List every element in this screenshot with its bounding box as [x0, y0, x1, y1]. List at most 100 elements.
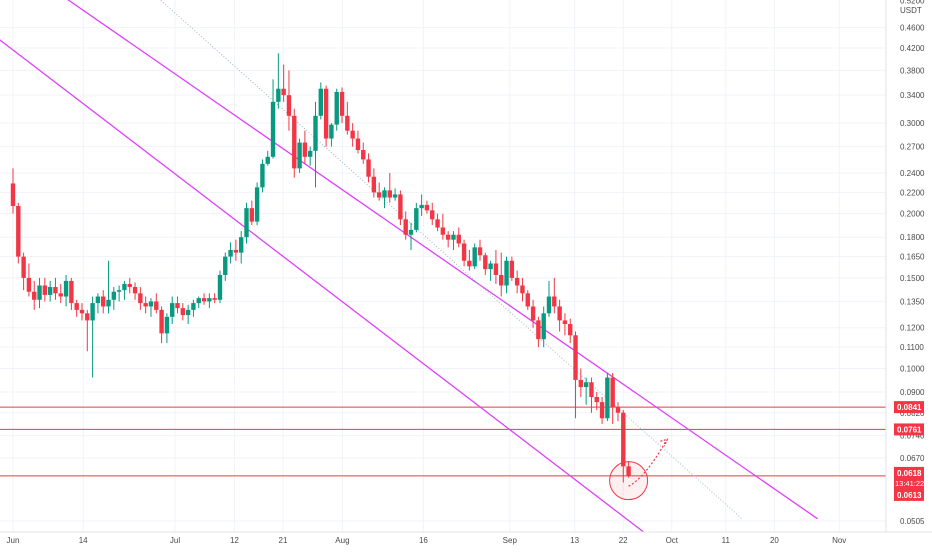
candle-body	[552, 296, 557, 307]
candle-body	[499, 274, 504, 286]
candle-body	[228, 249, 233, 257]
low-highlight-circle	[609, 461, 649, 501]
candle-body	[21, 256, 26, 278]
candle-body	[217, 274, 223, 300]
level-price-tag	[894, 401, 924, 414]
x-tick-label: 20	[770, 536, 779, 545]
candle-body	[329, 124, 334, 139]
candle-body	[626, 466, 631, 476]
channel-mid-line	[159, 0, 743, 520]
time-axis[interactable]: Jun 14 Jul 12 21 Aug 16 Sep 13 22 Oct 11 20 Nov	[7, 536, 847, 545]
y-tick-label: 0.2700	[900, 143, 925, 152]
candle-body	[594, 396, 599, 403]
candle-body	[69, 280, 74, 304]
channel-lower-line	[0, 39, 651, 538]
level-price-tag	[894, 423, 924, 436]
candle-body	[101, 296, 106, 307]
y-tick-label: 0.2200	[900, 188, 925, 197]
candle-body	[445, 234, 451, 240]
price-axis-background	[886, 0, 932, 532]
candle-body	[238, 237, 244, 253]
countdown-label: 13:41:22	[895, 479, 924, 488]
candle-body	[472, 247, 477, 267]
y-tick-label: 0.3000	[900, 119, 925, 128]
candle-body	[159, 309, 164, 334]
candle-body	[536, 320, 541, 340]
candle-body	[37, 285, 42, 300]
candle-body	[164, 316, 170, 334]
candle-body	[170, 303, 175, 317]
x-tick-label: 12	[230, 536, 239, 545]
y-tick-label: 0.1350	[900, 297, 925, 306]
candle-body	[414, 208, 419, 230]
x-tick-label: 22	[619, 536, 628, 545]
candle-body	[212, 298, 217, 300]
x-tick-label: 14	[79, 536, 88, 545]
channel-lines	[0, 0, 818, 538]
candle-body	[307, 150, 313, 157]
candle-body	[424, 204, 430, 211]
y-tick-label: 0.5200	[900, 0, 925, 5]
y-tick-label: 0.3800	[900, 66, 925, 75]
x-tick-label: 11	[722, 536, 731, 545]
candle-body	[615, 407, 621, 413]
y-tick-label: 0.3400	[900, 91, 925, 100]
candle-body	[10, 183, 16, 206]
candle-body	[408, 229, 414, 235]
candle-body	[254, 187, 260, 222]
candle-body	[371, 176, 377, 193]
candle-body	[74, 303, 79, 310]
candle-body	[223, 256, 228, 275]
y-tick-label: 0.2400	[900, 169, 925, 178]
candle-body	[430, 210, 435, 220]
candle-body	[488, 263, 493, 270]
candle-body	[514, 277, 520, 286]
candle-body	[116, 290, 122, 292]
candle-body	[42, 285, 48, 295]
candle-body	[355, 138, 361, 150]
x-tick-label: Oct	[666, 536, 679, 545]
low-price-box	[894, 488, 924, 501]
x-tick-label: 16	[419, 536, 428, 545]
projection-arrowhead	[660, 438, 669, 447]
candle-body	[562, 320, 568, 325]
grid-layer	[0, 0, 886, 532]
candles	[10, 53, 631, 483]
candle-body	[456, 234, 461, 244]
candle-body	[398, 194, 403, 220]
candle-body	[435, 219, 440, 228]
candle-body	[53, 287, 58, 294]
candle-body	[276, 88, 281, 102]
price-axis[interactable]: 0.5200 0.4600 0.4200 0.3800 0.3400 0.3000 0.27…	[900, 0, 925, 526]
candle-body	[578, 379, 584, 388]
candle-body	[265, 156, 270, 164]
candle-body	[281, 88, 286, 96]
candle-body	[148, 301, 154, 307]
level-price-label: 0.0761	[897, 425, 922, 434]
candle-body	[382, 190, 387, 198]
candle-body	[63, 280, 69, 297]
x-tick-label: Jul	[170, 536, 180, 545]
candle-body	[461, 243, 467, 261]
candle-body	[323, 88, 329, 139]
y-tick-label: 0.1200	[900, 324, 925, 333]
y-tick-label: 0.0505	[900, 517, 925, 526]
candle-body	[138, 293, 143, 304]
candle-body	[350, 130, 355, 139]
annotations	[609, 438, 669, 501]
x-tick-label: Nov	[832, 536, 846, 545]
candle-body	[451, 234, 456, 240]
candle-body	[525, 293, 530, 307]
candle-body	[403, 219, 408, 235]
candle-body	[132, 287, 138, 294]
candle-body	[568, 324, 573, 336]
x-tick-label: 13	[570, 536, 579, 545]
candle-body	[387, 190, 392, 198]
candle-body	[47, 287, 53, 295]
candle-body	[621, 412, 626, 467]
candle-body	[318, 88, 323, 116]
y-tick-label: 0.1000	[900, 364, 925, 373]
y-tick-label: 0.0900	[900, 388, 925, 397]
